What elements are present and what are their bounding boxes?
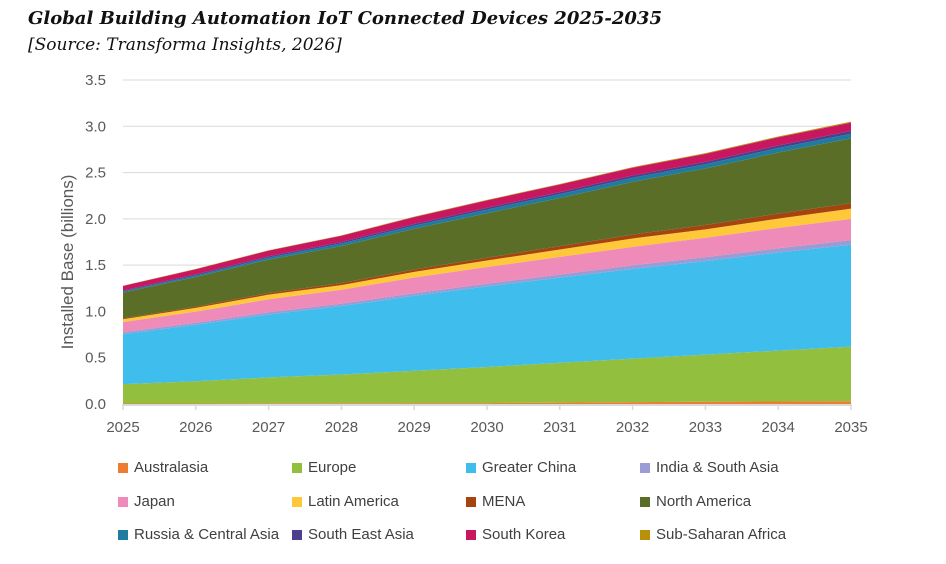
x-tick-label: 2029 bbox=[398, 419, 431, 436]
y-tick-label: 0.5 bbox=[85, 350, 106, 367]
x-tick-label: 2031 bbox=[543, 419, 576, 436]
x-tick-label: 2033 bbox=[689, 419, 722, 436]
legend-swatch bbox=[640, 496, 650, 507]
legend-item: India & South Asia bbox=[640, 459, 779, 476]
legend-label: Sub-Saharan Africa bbox=[656, 526, 787, 543]
legend-swatch bbox=[466, 496, 476, 507]
x-tick-label: 2026 bbox=[179, 419, 212, 436]
legend-item: Sub-Saharan Africa bbox=[640, 526, 786, 543]
chart-title: Global Building Automation IoT Connected… bbox=[28, 8, 662, 29]
legend-item: Europe bbox=[292, 459, 356, 476]
legend-swatch bbox=[292, 529, 302, 540]
legend-label: Europe bbox=[308, 459, 357, 476]
legend-item: North America bbox=[640, 493, 751, 510]
x-tick-label: 2030 bbox=[470, 419, 503, 436]
legend-item: Russia & Central Asia bbox=[118, 526, 279, 543]
chart-subtitle: [Source: Transforma Insights, 2026] bbox=[28, 35, 342, 55]
x-tick-label: 2035 bbox=[834, 419, 867, 436]
legend-label: North America bbox=[656, 493, 752, 510]
y-tick-label: 1.5 bbox=[85, 257, 106, 274]
legend-swatch bbox=[118, 462, 128, 473]
legend-label: Russia & Central Asia bbox=[134, 526, 280, 543]
legend-item: Japan bbox=[118, 493, 175, 510]
area-north-america bbox=[123, 138, 851, 319]
x-tick-label: 2032 bbox=[616, 419, 649, 436]
x-tick-label: 2025 bbox=[106, 419, 139, 436]
y-axis-label: Installed Base (billions) bbox=[58, 175, 77, 350]
x-tick-label: 2034 bbox=[762, 419, 795, 436]
x-tick-label: 2028 bbox=[325, 419, 358, 436]
legend-item: South East Asia bbox=[292, 526, 414, 543]
legend-label: Japan bbox=[134, 493, 175, 510]
legend-label: India & South Asia bbox=[656, 459, 779, 476]
y-tick-label: 3.5 bbox=[85, 72, 106, 89]
area-russia-central-asia bbox=[123, 133, 851, 293]
legend-swatch bbox=[466, 529, 476, 540]
legend-label: Australasia bbox=[134, 459, 209, 476]
area-south-korea bbox=[123, 122, 851, 291]
legend-item: MENA bbox=[466, 493, 525, 510]
area-greater-china bbox=[123, 244, 851, 385]
legend-swatch bbox=[292, 462, 302, 473]
legend-label: Latin America bbox=[308, 493, 399, 510]
legend-swatch bbox=[118, 496, 128, 507]
legend-swatch bbox=[118, 529, 128, 540]
area-europe bbox=[123, 346, 851, 404]
legend-item: Australasia bbox=[118, 459, 208, 476]
area-india-south-asia bbox=[123, 240, 851, 335]
legend-item: Latin America bbox=[292, 493, 399, 510]
area-south-east-asia bbox=[123, 130, 851, 292]
area-mena bbox=[123, 203, 851, 320]
y-tick-label: 2.5 bbox=[85, 165, 106, 182]
y-tick-label: 3.0 bbox=[85, 118, 106, 135]
y-tick-label: 2.0 bbox=[85, 211, 106, 228]
legend-item: South Korea bbox=[466, 526, 565, 543]
legend-swatch bbox=[640, 529, 650, 540]
y-tick-label: 1.0 bbox=[85, 303, 106, 320]
area-australasia bbox=[123, 401, 851, 404]
legend-label: South East Asia bbox=[308, 526, 414, 543]
legend-swatch bbox=[292, 496, 302, 507]
x-tick-label: 2027 bbox=[252, 419, 285, 436]
legend-label: Greater China bbox=[482, 459, 577, 476]
legend-label: MENA bbox=[482, 493, 526, 510]
legend-item: Greater China bbox=[466, 459, 576, 476]
legend-label: South Korea bbox=[482, 526, 566, 543]
y-tick-label: 0.0 bbox=[85, 396, 106, 413]
legend-swatch bbox=[466, 462, 476, 473]
area-japan bbox=[123, 218, 851, 333]
legend-swatch bbox=[640, 462, 650, 473]
area-latin-america bbox=[123, 208, 851, 323]
